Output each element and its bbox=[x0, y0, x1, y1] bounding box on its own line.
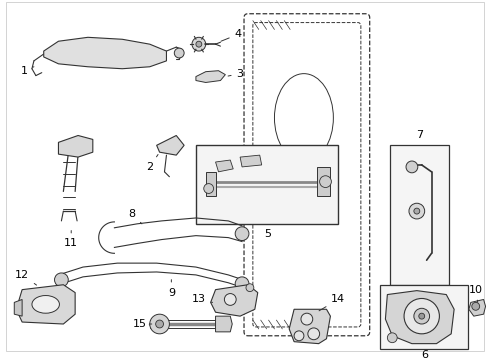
Polygon shape bbox=[386, 291, 454, 344]
Polygon shape bbox=[216, 160, 233, 172]
Circle shape bbox=[409, 203, 425, 219]
Circle shape bbox=[472, 302, 480, 310]
Polygon shape bbox=[14, 300, 22, 316]
Polygon shape bbox=[216, 316, 232, 332]
Circle shape bbox=[414, 208, 420, 214]
Circle shape bbox=[204, 184, 214, 193]
Circle shape bbox=[414, 308, 430, 324]
Polygon shape bbox=[157, 135, 184, 155]
Circle shape bbox=[319, 176, 331, 188]
Text: 5: 5 bbox=[264, 229, 271, 239]
Ellipse shape bbox=[32, 296, 59, 313]
Text: 11: 11 bbox=[64, 230, 78, 248]
Circle shape bbox=[301, 313, 313, 325]
Polygon shape bbox=[58, 135, 93, 157]
Circle shape bbox=[150, 314, 170, 334]
Text: 8: 8 bbox=[128, 209, 142, 224]
Polygon shape bbox=[240, 155, 262, 167]
Text: 3: 3 bbox=[228, 69, 244, 78]
Text: 12: 12 bbox=[15, 270, 37, 285]
Circle shape bbox=[294, 331, 304, 341]
Text: 10: 10 bbox=[469, 285, 483, 302]
Circle shape bbox=[61, 140, 69, 148]
Bar bbox=[196, 145, 338, 224]
Text: 2: 2 bbox=[146, 154, 158, 172]
Circle shape bbox=[404, 298, 440, 334]
Text: 7: 7 bbox=[416, 130, 423, 140]
Polygon shape bbox=[44, 37, 167, 69]
Text: 9: 9 bbox=[168, 280, 175, 298]
Circle shape bbox=[174, 48, 184, 58]
Text: 6: 6 bbox=[421, 350, 428, 360]
Bar bbox=[381, 285, 468, 348]
Polygon shape bbox=[16, 285, 75, 324]
Bar bbox=[391, 145, 449, 285]
Circle shape bbox=[419, 313, 425, 319]
Polygon shape bbox=[469, 300, 486, 316]
Text: 13: 13 bbox=[192, 294, 213, 305]
Circle shape bbox=[308, 328, 319, 340]
Polygon shape bbox=[289, 309, 330, 344]
Text: 15: 15 bbox=[133, 319, 152, 329]
Polygon shape bbox=[196, 71, 225, 82]
Circle shape bbox=[235, 227, 249, 240]
Text: 1: 1 bbox=[21, 66, 34, 76]
Circle shape bbox=[406, 161, 418, 173]
Circle shape bbox=[196, 41, 202, 47]
Polygon shape bbox=[211, 285, 258, 316]
Circle shape bbox=[54, 273, 68, 287]
Circle shape bbox=[192, 37, 206, 51]
Circle shape bbox=[388, 333, 397, 343]
Polygon shape bbox=[317, 167, 330, 196]
Circle shape bbox=[235, 277, 249, 291]
Circle shape bbox=[246, 284, 254, 292]
Text: 4: 4 bbox=[221, 30, 242, 41]
Circle shape bbox=[224, 293, 236, 305]
Polygon shape bbox=[206, 172, 216, 196]
Circle shape bbox=[156, 320, 164, 328]
Text: 14: 14 bbox=[319, 294, 345, 311]
